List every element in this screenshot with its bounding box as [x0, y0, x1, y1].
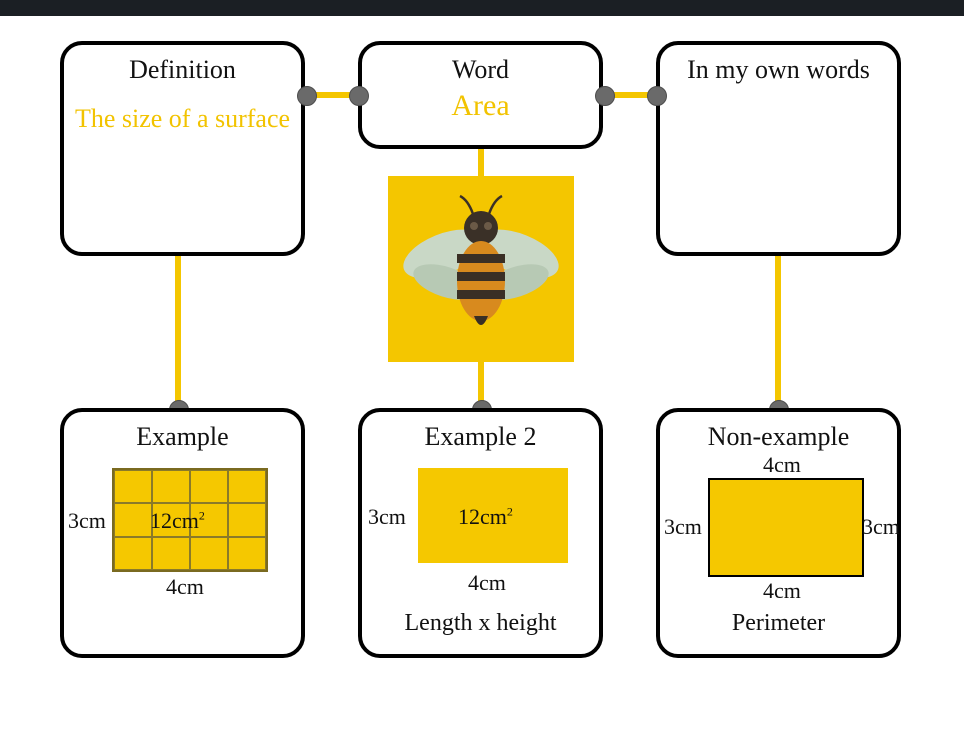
- example2-caption: Length x height: [362, 610, 599, 637]
- bee-icon: [388, 176, 574, 362]
- word-title: Word: [362, 55, 599, 85]
- example1-value-sup: 2: [199, 509, 205, 523]
- definition-title: Definition: [64, 55, 301, 85]
- example2-value: 12cm2: [458, 504, 513, 530]
- box-example2: Example 2 3cm 12cm2 4cm Length x height: [358, 408, 603, 658]
- example2-value-num: 12cm: [458, 504, 507, 529]
- box-own-words: In my own words: [656, 41, 901, 256]
- example1-value: 12cm2: [150, 508, 205, 534]
- bee-panel: [388, 176, 574, 362]
- nonexample-title: Non-example: [660, 422, 897, 452]
- example1-bottom-label: 4cm: [166, 574, 204, 600]
- connector-definition-example1: [175, 256, 181, 408]
- example2-title: Example 2: [362, 422, 599, 452]
- example1-title: Example: [64, 422, 301, 452]
- nonexample-right-label: 3cm: [862, 514, 900, 540]
- example2-bottom-label: 4cm: [468, 570, 506, 596]
- box-nonexample: Non-example 4cm 3cm 3cm 4cm Perimeter: [656, 408, 901, 658]
- own-title: In my own words: [660, 55, 897, 85]
- box-definition: Definition The size of a surface: [60, 41, 305, 256]
- nonexample-caption: Perimeter: [660, 610, 897, 637]
- definition-content: The size of a surface: [64, 103, 301, 136]
- nonexample-left-label: 3cm: [664, 514, 702, 540]
- dot-word-left: [349, 86, 369, 106]
- top-bar: [0, 0, 964, 16]
- example1-left-label: 3cm: [68, 508, 106, 534]
- nonexample-rect: [708, 478, 864, 577]
- connector-word-bee: [478, 149, 484, 176]
- dot-word-right: [595, 86, 615, 106]
- nonexample-top-label: 4cm: [763, 452, 801, 478]
- example1-value-num: 12cm: [150, 508, 199, 533]
- connector-own-nonexample: [775, 256, 781, 408]
- dot-own: [647, 86, 667, 106]
- nonexample-bottom-label: 4cm: [763, 578, 801, 604]
- diagram-canvas: Definition The size of a surface Word Ar…: [0, 16, 964, 733]
- word-content: Area: [362, 87, 599, 125]
- dot-definition: [297, 86, 317, 106]
- box-example1: Example 3cm 12cm2 4cm: [60, 408, 305, 658]
- box-word: Word Area: [358, 41, 603, 149]
- example2-left-label: 3cm: [368, 504, 406, 530]
- example2-value-sup: 2: [507, 505, 513, 519]
